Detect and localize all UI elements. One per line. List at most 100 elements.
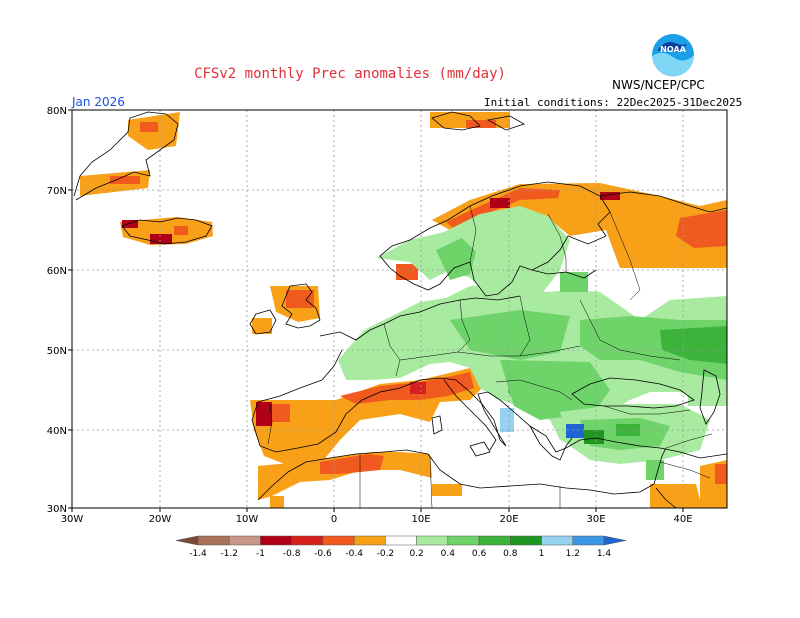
noaa-logo-text: NOAA: [660, 45, 686, 54]
coast-uk: [281, 283, 321, 329]
anomaly-mod-russia-ne: [676, 210, 727, 248]
lon-label: 30W: [61, 514, 84, 525]
lon-label: 40E: [673, 514, 692, 525]
anomaly-wet-greece-e: [566, 424, 584, 438]
anomaly-dry-morocco: [258, 452, 432, 500]
colorbar-swatch: [447, 535, 480, 546]
coastlines: [73, 111, 728, 509]
colorbar-label: -0.4: [345, 549, 363, 559]
colorbar-label: 1: [539, 549, 545, 559]
anomaly-vdry-norway-north: [490, 198, 510, 208]
anomaly-vdry-iceland-n: [122, 220, 138, 228]
coast-greenland: [73, 111, 179, 201]
anomaly-wet2-balkans: [500, 360, 610, 420]
anomaly-vdry-pyrenees: [410, 382, 426, 394]
lat-label: 60N: [47, 266, 67, 277]
lat-label: 80N: [47, 106, 67, 117]
coast-caspian: [699, 369, 721, 425]
anomaly-wet-adriatic: [500, 408, 514, 432]
border-sweden-norway: [469, 205, 477, 263]
colorbar-swatch: [603, 535, 627, 546]
noaa-logo-icon: NOAA: [652, 34, 695, 77]
lat-label: 30N: [47, 504, 67, 515]
map-title: CFSv2 monthly Prec anomalies (mm/day): [194, 66, 506, 82]
border-iberia: [267, 403, 273, 445]
border-mideast: [659, 433, 713, 479]
anomaly-wet-caspian: [688, 392, 727, 406]
coast-north-africa: [257, 449, 655, 501]
colorbar-label: 0.4: [441, 549, 456, 559]
coast-kola-russia: [599, 191, 728, 213]
anomaly-mod-iberia-w: [272, 404, 290, 422]
lon-axis-labels: 30W 20W 10W 0 10E 20E 30E 40E: [61, 514, 693, 525]
anomaly-wet2-poland: [450, 310, 570, 360]
lat-lon-grid: [72, 110, 727, 508]
anomaly-wet-aegean: [584, 430, 604, 444]
anomaly-dry-norway-sw: [396, 264, 418, 280]
colorbar-swatch: [541, 535, 574, 546]
anomaly-dry-east: [650, 484, 700, 508]
coast-ireland: [249, 309, 277, 335]
colorbar-label: 0.2: [409, 549, 423, 559]
border-russia-north: [609, 211, 641, 301]
colorbar-swatch: [353, 535, 386, 546]
colorbar-label: -1.4: [189, 549, 207, 559]
colorbar-label: 1.4: [597, 549, 612, 559]
colorbar-label: -0.6: [314, 549, 332, 559]
anomaly-mod-iberia-n: [340, 372, 474, 404]
axis-ticks: [68, 109, 684, 512]
colorbar-swatch: [416, 535, 449, 546]
colorbar-label: -1: [256, 549, 265, 559]
anomaly-dry-libya: [432, 484, 462, 496]
map-frame: [71, 109, 728, 509]
anomaly-dry-iceland: [120, 217, 213, 245]
colorbar-swatch: [478, 535, 511, 546]
colorbar-swatch: [228, 535, 261, 546]
anomaly-wet3-russia-s: [660, 326, 727, 364]
anomaly-mod-greenland-s: [110, 176, 140, 184]
colorbar-label: 0.6: [472, 549, 487, 559]
border-poland-east: [519, 295, 531, 357]
colorbar-swatch: [197, 535, 230, 546]
anomaly-dry-ireland: [252, 318, 272, 334]
colorbar-swatch: [572, 535, 605, 546]
agency-label: NWS/NCEP/CPC: [612, 78, 705, 92]
lat-label: 50N: [47, 346, 67, 357]
anomaly-fields: [80, 112, 727, 508]
colorbar-swatch: [260, 535, 292, 546]
border-north-africa: [359, 454, 561, 509]
border-central-band: [399, 345, 581, 361]
colorbar-swatch: [385, 535, 417, 546]
anomaly-mod-iran: [715, 464, 727, 484]
coast-italy: [431, 379, 497, 457]
border-germany-poland: [457, 299, 471, 353]
anomaly-mod-morocco: [320, 454, 384, 474]
coast-levant: [653, 447, 667, 485]
coast-europe-main: [251, 295, 728, 459]
border-finland: [547, 213, 567, 272]
colorbar-swatch: [291, 535, 324, 546]
colorbar-label: -0.8: [283, 549, 301, 559]
coast-scandinavia: [379, 181, 611, 297]
anomaly-mod-iceland: [174, 226, 188, 235]
colorbar-label: 0.8: [503, 549, 518, 559]
anomaly-mod-uk: [286, 290, 314, 308]
coast-greece: [529, 425, 573, 461]
colorbar-swatch: [322, 535, 355, 546]
lon-label: 20E: [499, 514, 518, 525]
lon-label: 0: [331, 514, 337, 525]
colorbar-swatch: [175, 535, 199, 546]
colorbar-label: -1.2: [220, 549, 238, 559]
anomaly-wet-scandi-south: [436, 238, 476, 280]
lon-label: 10E: [411, 514, 430, 525]
lat-label: 40N: [47, 426, 67, 437]
initial-conditions: Initial conditions: 22Dec2025-31Dec2025: [484, 96, 743, 109]
lon-label: 20W: [149, 514, 172, 525]
country-borders: [267, 205, 713, 509]
anomaly-wet-levant: [646, 460, 664, 480]
border-france-germany: [383, 323, 401, 377]
colorbar: -1.4 -1.2 -1 -0.8 -0.6 -0.4 -0.2 0.2 0.4 0.6 0.8 1 1…: [175, 535, 627, 559]
lat-label: 70N: [47, 186, 67, 197]
anomaly-vdry-iceland-s: [150, 234, 172, 244]
